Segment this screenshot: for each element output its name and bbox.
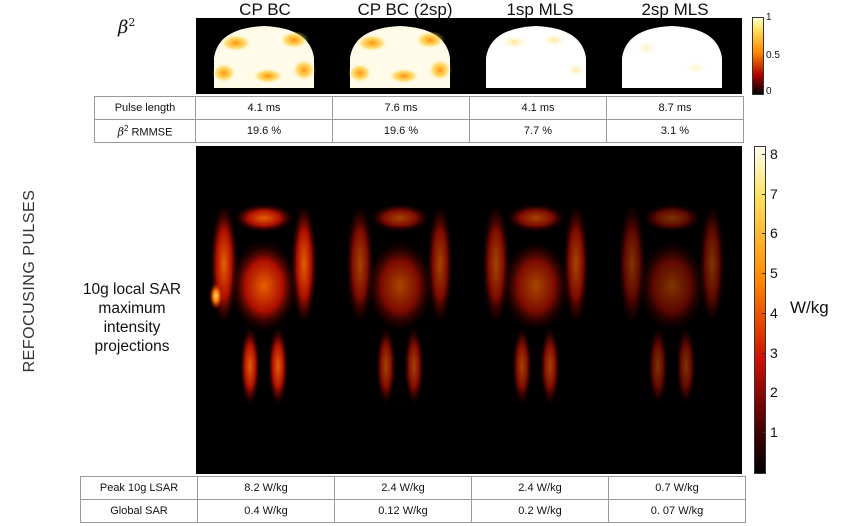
sar-shoulders xyxy=(234,204,294,232)
beta-squared-label: β2 xyxy=(118,16,136,38)
global-sar-1sp-mls: 0.2 W/kg xyxy=(471,499,609,523)
beta-squared-maps xyxy=(196,18,742,94)
beta-colorbar xyxy=(752,17,764,95)
sar-map-cp-bc xyxy=(209,202,317,406)
sar-left-arm xyxy=(482,202,510,326)
pulse-length-cp-bc-2sp: 7.6 ms xyxy=(332,96,470,120)
sar-colorbar-tick-mark xyxy=(762,352,766,354)
row-label-peak-lsar: Peak 10g LSAR xyxy=(80,476,198,500)
sar-left-arm xyxy=(618,202,646,326)
pulse-info-table: Pulse length 4.1 ms 7.6 ms 4.1 ms 8.7 ms… xyxy=(94,96,744,143)
pulse-length-cp-bc: 4.1 ms xyxy=(195,96,333,120)
sar-colorbar-tick-mark xyxy=(762,193,766,195)
sar-right-leg xyxy=(268,326,288,406)
sar-left-leg xyxy=(512,326,532,406)
sar-description-label: 10g local SAR maximum intensity projecti… xyxy=(82,281,182,355)
beta-map-2sp-mls xyxy=(622,26,722,88)
peak-lsar-cp-bc-2sp: 2.4 W/kg xyxy=(334,476,472,500)
column-header-cp-bc: CP BC xyxy=(239,0,291,19)
sar-colorbar-tick-mark xyxy=(762,273,766,275)
column-header-2sp-mls: 2sp MLS xyxy=(641,0,709,19)
sar-map-1sp-mls xyxy=(482,202,589,406)
sar-torso xyxy=(366,240,434,332)
sar-colorbar-tick: 3 xyxy=(770,344,778,361)
global-sar-2sp-mls: 0. 07 W/kg xyxy=(608,499,746,523)
sar-colorbar-tick: 8 xyxy=(770,145,778,162)
sar-colorbar-tick-mark xyxy=(762,233,766,235)
row-label-global-sar: Global SAR xyxy=(80,499,198,523)
sar-torso xyxy=(502,240,570,332)
sar-left-arm xyxy=(346,202,374,326)
sar-left-leg xyxy=(648,326,668,406)
sar-colorbar-tick: 7 xyxy=(770,185,778,202)
table-row: β2 RMMSE 19.6 % 19.6 % 7.7 % 3.1 % xyxy=(94,119,744,143)
beta-colorbar-tick-mid: 0.5 xyxy=(766,50,780,61)
sar-maps xyxy=(196,146,742,474)
global-sar-cp-bc: 0.4 W/kg xyxy=(197,499,335,523)
sar-map-cp-bc-2sp xyxy=(346,202,453,406)
sar-left-leg xyxy=(240,326,260,406)
sar-left-leg xyxy=(376,326,396,406)
table-row: Pulse length 4.1 ms 7.6 ms 4.1 ms 8.7 ms xyxy=(94,96,744,120)
sar-colorbar-tick: 4 xyxy=(770,304,778,321)
sar-colorbar-tick: 1 xyxy=(770,424,778,441)
peak-lsar-1sp-mls: 2.4 W/kg xyxy=(471,476,609,500)
sar-shoulders xyxy=(642,204,702,232)
sar-colorbar-tick-mark xyxy=(762,432,766,434)
sar-peak-hotspot xyxy=(209,282,223,310)
sar-shoulders xyxy=(370,204,430,232)
sar-right-arm xyxy=(699,202,725,326)
rmmse-2sp-mls: 3.1 % xyxy=(606,119,744,143)
row-label-rmmse: β2 RMMSE xyxy=(94,119,196,143)
sar-colorbar-tick: 6 xyxy=(770,225,778,242)
sar-right-arm xyxy=(427,202,453,326)
rmmse-1sp-mls: 7.7 % xyxy=(469,119,607,143)
peak-lsar-cp-bc: 8.2 W/kg xyxy=(197,476,335,500)
table-row: Global SAR 0.4 W/kg 0.12 W/kg 0.2 W/kg 0… xyxy=(80,499,746,523)
sar-right-leg xyxy=(676,326,696,406)
rmmse-cp-bc-2sp: 19.6 % xyxy=(332,119,470,143)
sar-right-arm xyxy=(563,202,589,326)
beta-colorbar-tick-max: 1 xyxy=(766,12,772,23)
sar-colorbar-tick: 2 xyxy=(770,384,778,401)
row-label-pulse-length: Pulse length xyxy=(94,96,196,120)
side-title: REFOCUSING PULSES xyxy=(21,189,38,373)
sar-colorbar-tick-mark xyxy=(762,392,766,394)
sar-summary-table: Peak 10g LSAR 8.2 W/kg 2.4 W/kg 2.4 W/kg… xyxy=(80,476,746,523)
column-header-cp-bc-2sp: CP BC (2sp) xyxy=(357,0,453,19)
beta-map-cp-bc xyxy=(212,26,316,88)
table-row: Peak 10g LSAR 8.2 W/kg 2.4 W/kg 2.4 W/kg… xyxy=(80,476,746,500)
sar-torso xyxy=(230,240,298,332)
sar-colorbar-tick-mark xyxy=(762,153,766,155)
beta-map-1sp-mls xyxy=(486,26,586,88)
pulse-length-2sp-mls: 8.7 ms xyxy=(606,96,744,120)
peak-lsar-2sp-mls: 0.7 W/kg xyxy=(608,476,746,500)
rmmse-cp-bc: 19.6 % xyxy=(195,119,333,143)
sar-right-leg xyxy=(540,326,560,406)
sar-unit-label: W/kg xyxy=(790,298,829,317)
column-header-1sp-mls: 1sp MLS xyxy=(506,0,574,19)
pulse-length-1sp-mls: 4.1 ms xyxy=(469,96,607,120)
sar-right-arm xyxy=(291,202,317,326)
beta-map-cp-bc-2sp xyxy=(348,26,452,88)
sar-colorbar xyxy=(754,146,766,474)
sar-colorbar-tick-mark xyxy=(762,312,766,314)
sar-torso xyxy=(638,240,706,332)
global-sar-cp-bc-2sp: 0.12 W/kg xyxy=(334,499,472,523)
beta-colorbar-tick-min: 0 xyxy=(766,86,772,97)
sar-map-2sp-mls xyxy=(618,202,725,406)
sar-colorbar-tick: 5 xyxy=(770,265,778,282)
sar-right-leg xyxy=(404,326,424,406)
sar-shoulders xyxy=(506,204,566,232)
